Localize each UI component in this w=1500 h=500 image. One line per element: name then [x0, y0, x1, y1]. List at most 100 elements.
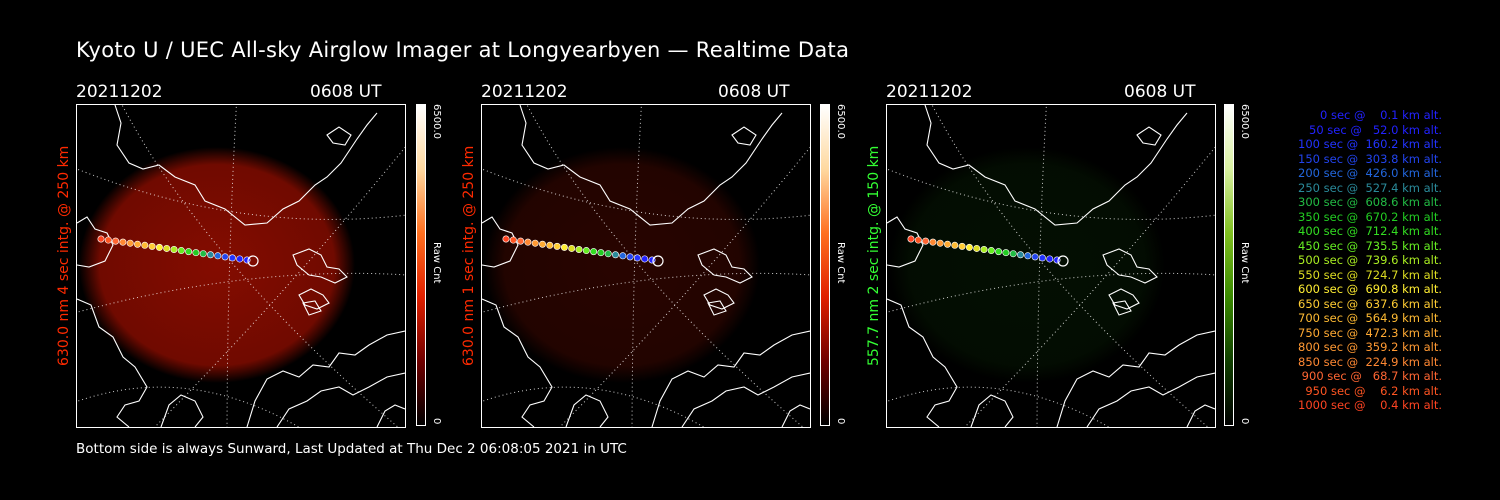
legend-row: 550 sec @ 724.7 km alt. — [1294, 267, 1442, 282]
trajectory-dot — [509, 236, 517, 244]
panel-2-image — [481, 104, 811, 428]
panel-1-cbar-unit: Raw Cnt — [431, 242, 442, 284]
panel-2-cbar-unit: Raw Cnt — [835, 242, 846, 284]
trajectory-dot — [133, 240, 141, 248]
panel-3-time: 0608 UT — [1124, 82, 1196, 102]
panel-2-colorbar — [820, 104, 830, 426]
trajectory-dot — [951, 241, 959, 249]
trajectory-dot — [1038, 254, 1046, 262]
coastline — [160, 394, 204, 427]
trajectory-dot — [626, 253, 634, 261]
all-sky-map-1 — [77, 105, 405, 427]
trajectory-dot — [502, 235, 510, 243]
trajectory-dot — [1046, 255, 1054, 263]
trajectory-dot — [148, 242, 156, 250]
trajectory-dot — [214, 252, 222, 260]
grid-line — [631, 105, 642, 427]
legend-row: 500 sec @ 739.6 km alt. — [1294, 253, 1442, 267]
coastline — [1186, 404, 1215, 427]
legend-row: 50 sec @ 52.0 km alt. — [1301, 122, 1442, 137]
panel-3-image — [886, 104, 1216, 428]
trajectory-dot — [987, 247, 995, 255]
coastline — [565, 394, 609, 427]
trajectory-dot — [192, 249, 200, 257]
trajectory-dot — [97, 235, 105, 243]
legend-row: 0 sec @ 0.1 km alt. — [1309, 108, 1442, 122]
coastline — [697, 248, 753, 284]
airglow-disc — [484, 147, 760, 383]
grid-line — [887, 168, 1215, 220]
coastline — [114, 105, 378, 226]
trajectory-dot — [597, 249, 605, 257]
panel-3-cbar-unit: Raw Cnt — [1239, 242, 1250, 284]
trajectory-legend: 0 sec @ 0.1 km alt. 50 sec @ 52.0 km alt… — [1262, 108, 1442, 413]
legend-row: 700 sec @ 564.9 km alt. — [1294, 311, 1442, 325]
panel-3-cbar-max: 6500.0 — [1239, 104, 1250, 139]
coastline — [703, 288, 735, 310]
coastline — [731, 126, 757, 146]
trajectory-dot — [546, 241, 554, 249]
legend-row: 850 sec @ 224.9 km alt. — [1294, 354, 1442, 369]
coastline — [651, 330, 810, 427]
trajectory-dot — [633, 254, 641, 262]
coastline — [1136, 126, 1162, 146]
trajectory-dot — [995, 248, 1003, 256]
grid-line — [931, 105, 1209, 427]
trajectory-dot — [199, 250, 207, 258]
coastline — [326, 126, 352, 146]
trajectory-dot — [531, 239, 539, 247]
trajectory-dot — [560, 243, 568, 251]
panel-3-date: 20211202 — [886, 82, 973, 102]
trajectory-dot — [641, 255, 649, 263]
trajectory-dot — [1002, 249, 1010, 257]
panel-2-date: 20211202 — [481, 82, 568, 102]
trajectory-dot — [553, 242, 561, 250]
coastline — [77, 298, 148, 427]
trajectory-dot — [1017, 251, 1025, 259]
footer-note: Bottom side is always Sunward, Last Upda… — [76, 441, 627, 457]
trajectory-dot — [112, 237, 120, 245]
grid-line — [77, 386, 300, 427]
panel-2-time: 0608 UT — [718, 82, 790, 102]
site-marker — [652, 255, 664, 267]
trajectory-dot — [1024, 252, 1032, 260]
grid-line — [559, 146, 810, 427]
panel-3-colorbar — [1224, 104, 1234, 426]
coastline — [681, 372, 810, 427]
trajectory-dot — [590, 248, 598, 256]
coastline — [887, 298, 958, 427]
all-sky-map-2 — [482, 105, 810, 427]
trajectory-dot — [524, 238, 532, 246]
coastline — [781, 404, 810, 427]
trajectory-dot — [980, 246, 988, 254]
grid-line — [887, 272, 1215, 313]
grid-line — [887, 386, 1110, 427]
trajectory-dot — [582, 247, 590, 255]
grid-line — [154, 146, 405, 427]
panel-2-cbar-max: 6500.0 — [835, 104, 846, 139]
trajectory-dot — [619, 252, 627, 260]
trajectory-dot — [126, 239, 134, 247]
grid-line — [482, 168, 810, 220]
panel-1-image — [76, 104, 406, 428]
legend-row: 750 sec @ 472.3 km alt. — [1294, 325, 1442, 340]
airglow-disc — [889, 147, 1165, 383]
trajectory-dot — [907, 235, 915, 243]
trajectory-dot — [943, 240, 951, 248]
coastline — [482, 298, 553, 427]
coastline — [1056, 330, 1215, 427]
panel-2-ylabel: 630.0 nm 1 sec intg. @ 250 km — [461, 145, 477, 366]
airglow-disc — [79, 147, 355, 383]
panel-2-cbar-min: 0 — [835, 418, 846, 425]
panel-1-colorbar — [416, 104, 426, 426]
coastline — [924, 105, 1188, 226]
trajectory-dot — [914, 236, 922, 244]
grid-line — [482, 272, 810, 313]
trajectory-dot — [612, 251, 620, 259]
trajectory-dot — [119, 238, 127, 246]
grid-line — [1036, 105, 1047, 427]
panel-1-date: 20211202 — [76, 82, 163, 102]
site-marker — [247, 255, 259, 267]
trajectory-dot — [965, 243, 973, 251]
trajectory-dot — [170, 246, 178, 254]
